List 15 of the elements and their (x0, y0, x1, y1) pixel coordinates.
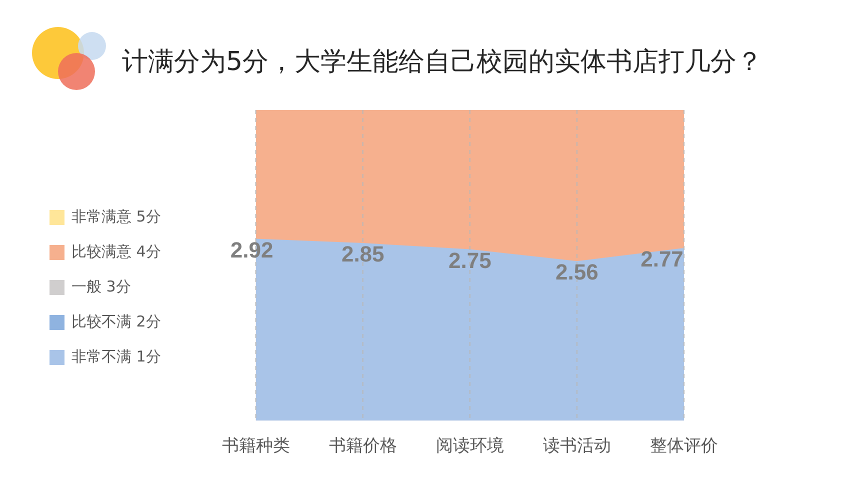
x-tick-label: 整体评价 (650, 436, 718, 456)
data-label: 2.77 (640, 246, 684, 272)
x-tick-label: 书籍价格 (328, 436, 397, 456)
data-label: 2.56 (556, 260, 598, 285)
legend-label: 比较不满 2分 (72, 312, 161, 330)
data-label: 2.75 (448, 248, 492, 273)
legend-label: 非常不满 1分 (72, 347, 161, 366)
x-tick-label: 读书活动 (542, 436, 611, 456)
legend-label: 比较满意 4分 (72, 242, 161, 260)
x-tick-label: 阅读环境 (436, 436, 504, 456)
chart-title: 计满分为5分，大学生能给自己校园的实体书店打几分？ (122, 46, 763, 79)
legend-label: 一般 3分 (72, 277, 131, 296)
x-tick-label: 书籍种类 (222, 436, 290, 456)
legend-label: 非常满意 5分 (72, 207, 161, 226)
data-label: 2.85 (341, 242, 384, 267)
